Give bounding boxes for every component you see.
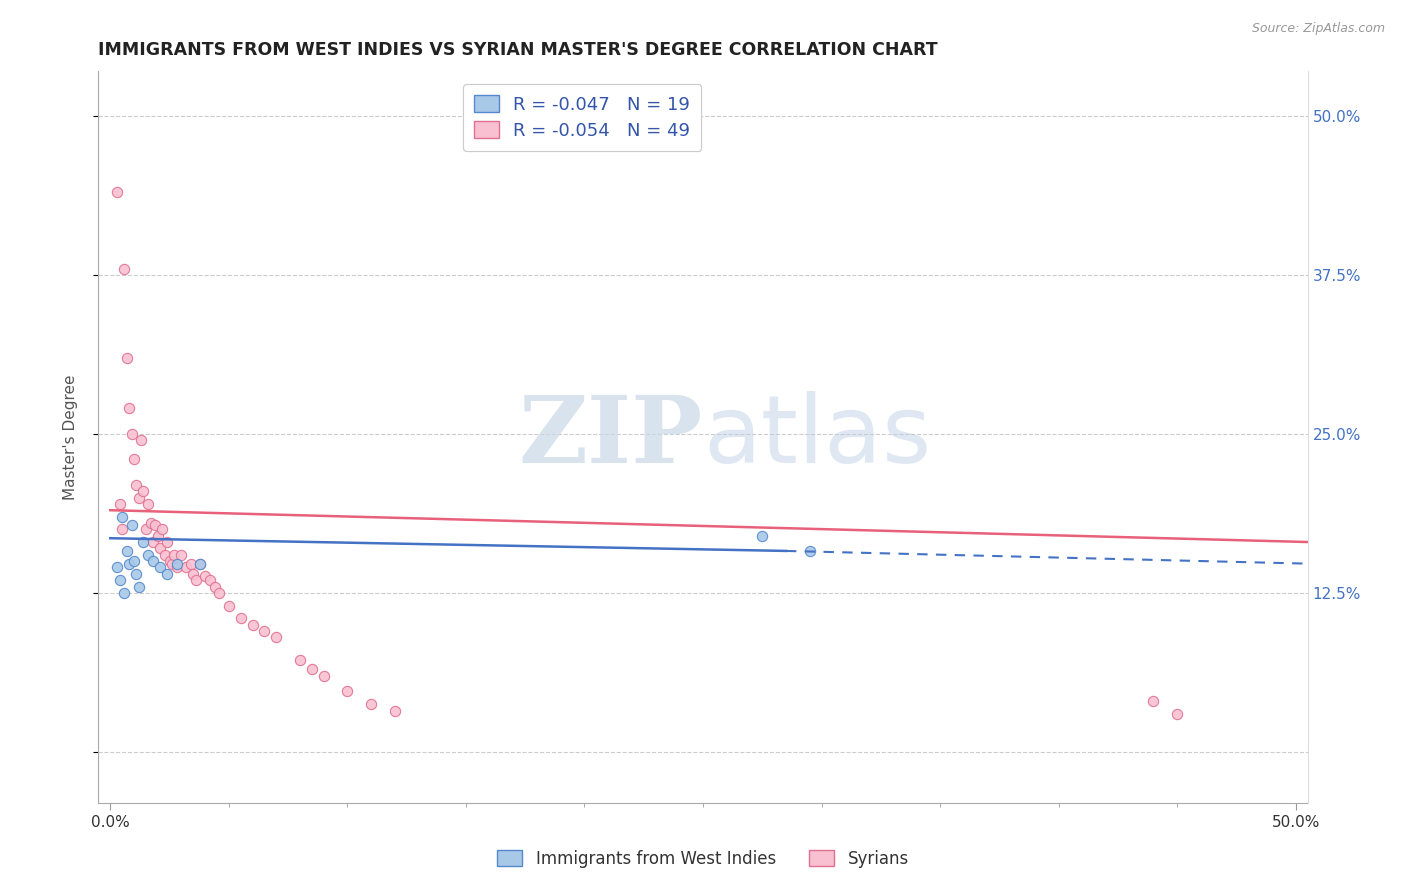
Point [204,580,226,594]
Point [174,560,197,574]
Point [156,566,179,581]
Point [218,599,240,613]
Point [336,684,359,698]
Point [264,631,287,645]
Point [156,535,179,549]
Point [108,497,131,511]
Text: atlas: atlas [703,391,931,483]
Point [135,522,157,536]
Point [242,617,264,632]
Point [136,497,159,511]
Point [122,452,145,467]
Point [1166,706,1188,721]
Point [229,611,252,625]
Point [180,557,202,571]
Point [125,566,148,581]
Y-axis label: Master's Degree: Master's Degree [63,375,77,500]
Point [136,548,159,562]
Point [128,580,150,594]
Point [384,704,406,718]
Point [114,261,136,276]
Point [1142,694,1164,708]
Point [194,569,217,583]
Point [115,351,138,365]
Point [143,518,166,533]
Point [118,557,141,571]
Point [163,548,186,562]
Point [198,573,221,587]
Point [751,529,773,543]
Point [253,624,276,638]
Point [129,434,152,448]
Point [115,544,138,558]
Point [111,522,134,536]
Point [166,560,188,574]
Point [121,518,143,533]
Point [160,557,183,571]
Point [125,477,148,491]
Point [139,516,162,530]
Point [149,541,172,556]
Point [190,557,212,571]
Point [111,509,134,524]
Point [132,484,155,499]
Point [142,554,165,568]
Point [132,535,155,549]
Point [114,586,136,600]
Point [146,529,169,543]
Point [166,557,188,571]
Point [170,548,193,562]
Point [288,653,311,667]
Point [799,544,821,558]
Point [312,668,335,682]
Point [105,560,128,574]
Point [105,185,128,199]
Point [122,554,145,568]
Point [360,697,382,711]
Point [128,491,150,505]
Point [208,586,231,600]
Point [118,401,141,416]
Point [301,662,323,676]
Point [108,573,131,587]
Point [121,426,143,441]
Point [181,566,204,581]
Point [142,535,165,549]
Point [184,573,207,587]
Point [152,522,174,536]
Point [159,554,181,568]
Text: ZIP: ZIP [519,392,703,482]
Legend: R = -0.047   N = 19, R = -0.054   N = 49: R = -0.047 N = 19, R = -0.054 N = 49 [463,84,702,151]
Point [190,557,212,571]
Point [153,548,176,562]
Text: Source: ZipAtlas.com: Source: ZipAtlas.com [1251,22,1385,36]
Point [149,560,172,574]
Text: IMMIGRANTS FROM WEST INDIES VS SYRIAN MASTER'S DEGREE CORRELATION CHART: IMMIGRANTS FROM WEST INDIES VS SYRIAN MA… [98,41,938,59]
Legend: Immigrants from West Indies, Syrians: Immigrants from West Indies, Syrians [491,844,915,875]
